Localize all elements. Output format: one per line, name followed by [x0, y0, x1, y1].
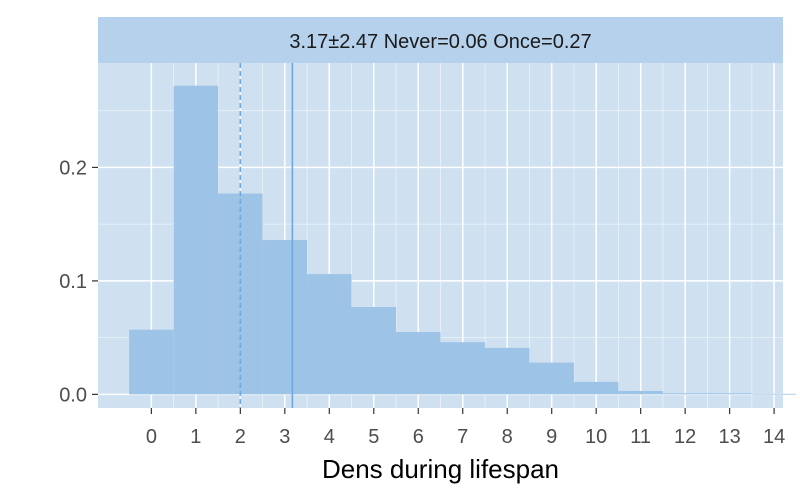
- histogram-bar: [529, 362, 574, 395]
- x-tick-label: 3: [279, 426, 290, 448]
- y-tick-label: 0.2: [59, 157, 87, 179]
- histogram-bar: [618, 390, 663, 395]
- x-axis-title: Dens during lifespan: [322, 454, 559, 484]
- histogram-bar: [351, 306, 397, 395]
- x-tick-label: 1: [190, 426, 201, 448]
- histogram-bar: [707, 393, 752, 395]
- x-tick-label: 2: [235, 426, 246, 448]
- y-axis: 0.0 0.1 0.2: [59, 157, 98, 406]
- x-tick-label: 8: [502, 426, 513, 448]
- x-tick-label: 7: [457, 426, 468, 448]
- histogram-bar: [173, 85, 219, 395]
- x-tick-label: 6: [413, 426, 424, 448]
- histogram-bar: [129, 329, 174, 395]
- y-tick-label: 0.1: [59, 271, 87, 293]
- reference-lines: [239, 63, 294, 408]
- y-tick-label: 0.0: [59, 384, 87, 406]
- histogram-bar: [307, 274, 352, 395]
- x-tick-label: 12: [674, 426, 696, 448]
- bars: [129, 85, 797, 395]
- histogram-bar: [440, 342, 485, 395]
- x-axis: 0 1 2 3 4 5 6 7 8 9 10 11 12 13 14: [146, 408, 785, 448]
- x-tick-label: 10: [585, 426, 607, 448]
- x-tick-label: 14: [763, 426, 785, 448]
- histogram-bar: [484, 347, 530, 395]
- x-tick-label: 0: [146, 426, 157, 448]
- histogram-bar: [751, 393, 797, 395]
- histogram-bar: [573, 381, 619, 395]
- x-tick-label: 9: [546, 426, 557, 448]
- histogram-bar: [396, 331, 441, 395]
- x-tick-label: 4: [324, 426, 335, 448]
- histogram-bar: [662, 393, 708, 395]
- x-tick-label: 5: [368, 426, 379, 448]
- x-tick-label: 11: [630, 426, 651, 448]
- strip-label: 3.17±2.47 Never=0.06 Once=0.27: [289, 31, 591, 53]
- x-tick-label: 13: [718, 426, 740, 448]
- strip-background: [98, 17, 783, 63]
- histogram-bar: [262, 240, 308, 395]
